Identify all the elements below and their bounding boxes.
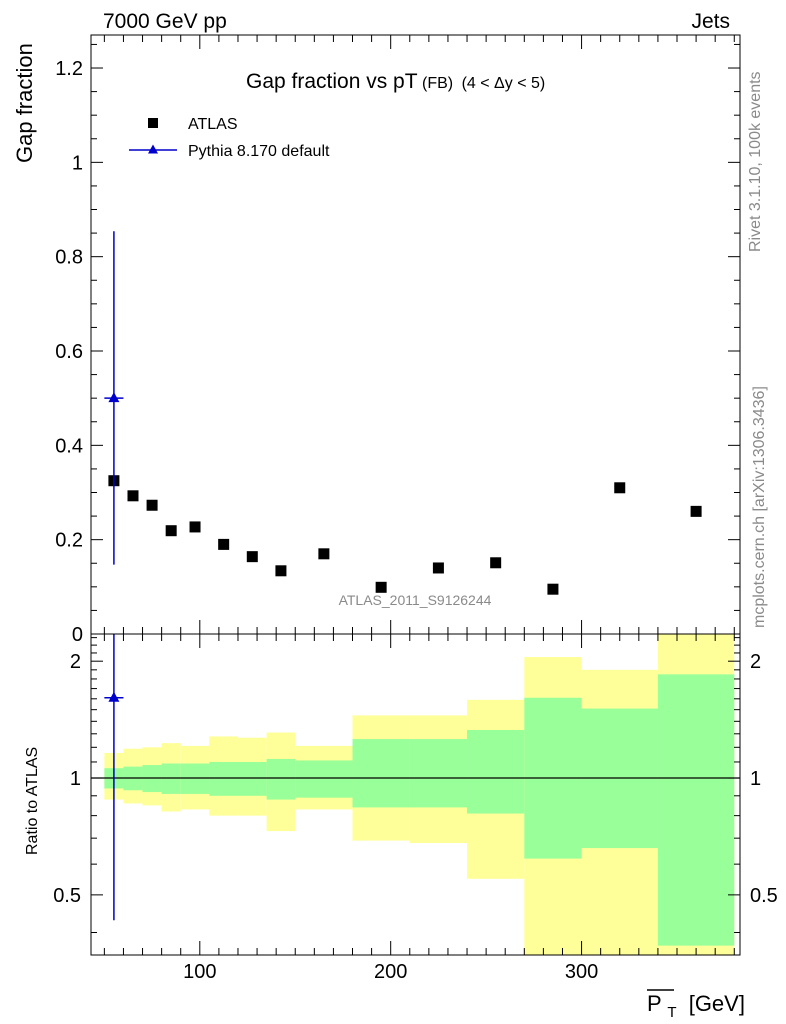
rivet-version-label: Rivet 3.1.10, 100k events — [747, 71, 764, 252]
atlas-data-point — [127, 490, 139, 502]
main-y-tick-label: 0.2 — [55, 530, 83, 552]
stat-uncertainty-band — [657, 674, 735, 946]
x-axis-label-unit: [GeV] — [689, 991, 745, 1016]
atlas-data-point — [375, 581, 387, 593]
main-y-tick-label: 0.6 — [55, 341, 83, 363]
main-y-tick-labels: 0 0.2 0.4 0.6 0.8 1 1.2 — [55, 58, 83, 646]
main-y-tick-label: 1 — [72, 152, 83, 174]
main-y-tick-label: 0.4 — [55, 435, 83, 457]
stat-uncertainty-band — [266, 758, 296, 800]
ratio-panel-frame — [90, 633, 741, 956]
stat-uncertainty-band — [409, 739, 468, 808]
atlas-data-point — [218, 538, 230, 550]
stat-uncertainty-band — [180, 763, 210, 794]
atlas-data-point — [165, 525, 177, 537]
ratio-y-tick-labels: 0.5 0.5 1 1 2 2 — [53, 651, 778, 907]
main-y-tick-label: 0 — [72, 624, 83, 646]
ratio-plot-content — [91, 634, 740, 955]
ratio-y-tick-label-right: 2 — [750, 651, 761, 673]
ratio-y-tick-label-left: 1 — [70, 768, 81, 790]
ratio-pythia-data-point — [108, 691, 120, 702]
legend-pythia-marker — [148, 144, 158, 154]
mcplots-citation-label: mcplots.cern.ch [arXiv:1306.3436] — [751, 386, 768, 628]
x-tick-label: 200 — [374, 961, 407, 983]
analysis-watermark: ATLAS_2011_S9126244 — [339, 592, 492, 608]
x-axis-label-sub: T — [667, 1004, 676, 1021]
ratio-y-tick-label-right: 1 — [750, 768, 761, 790]
main-y-axis-label: Gap fraction — [12, 43, 37, 163]
atlas-data-point — [246, 551, 258, 563]
ratio-y-axis-label: Ratio to ATLAS — [24, 747, 41, 855]
pythia-data-point — [108, 392, 120, 403]
stat-uncertainty-band — [237, 761, 267, 796]
header-energy-label: 7000 GeV pp — [103, 10, 227, 33]
x-tick-label: 300 — [565, 961, 598, 983]
ratio-x-tick-labels: 100 200 300 — [183, 961, 598, 983]
ratio-panel: 0.5 0.5 1 1 2 2 100 200 300 Ratio to ATLAS P T … — [24, 633, 778, 1022]
main-y-tick-label: 0.8 — [55, 247, 83, 269]
atlas-data-point — [614, 482, 626, 494]
ratio-axis-ticks — [91, 634, 740, 955]
stat-uncertainty-band — [209, 761, 238, 796]
header-process-label: Jets — [691, 10, 730, 33]
chart-title-suffix: (FB) — [422, 75, 453, 92]
atlas-data-point — [690, 505, 702, 517]
ratio-y-tick-label-right: 0.5 — [750, 885, 778, 907]
legend-atlas-label: ATLAS — [188, 116, 238, 133]
x-axis-label-text: P T [GeV] — [647, 991, 745, 1022]
stat-uncertainty-band — [467, 729, 525, 814]
ratio-y-tick-label-left: 0.5 — [53, 885, 81, 907]
atlas-data-point — [146, 499, 158, 511]
legend: ATLAS Pythia 8.170 default — [129, 116, 330, 160]
chart-title-cut: (4 < Δy < 5) — [462, 75, 546, 92]
chart-title-main: Gap fraction vs pT — [246, 70, 418, 93]
legend-pythia-label: Pythia 8.170 default — [188, 143, 330, 160]
ratio-y-tick-label-left: 2 — [70, 651, 81, 673]
stat-uncertainty-band — [161, 763, 181, 794]
legend-atlas-marker — [148, 118, 158, 128]
chart-title: Gap fraction vs pT (FB) (4 < Δy < 5) — [246, 70, 545, 93]
x-axis-label-main: P — [647, 991, 661, 1016]
stat-uncertainty-band — [352, 739, 410, 808]
atlas-data-point — [189, 521, 201, 533]
main-plot-content — [104, 231, 702, 595]
atlas-data-point — [432, 562, 444, 574]
main-panel: 0 0.2 0.4 0.6 0.8 1 1.2 Gap fraction Gap fract… — [12, 34, 741, 646]
atlas-data-point — [275, 565, 287, 577]
stat-uncertainty-band — [295, 760, 353, 798]
x-tick-label: 100 — [183, 961, 216, 983]
main-y-tick-label: 1.2 — [55, 58, 83, 80]
atlas-data-point — [490, 557, 502, 569]
x-axis-label: P T [GeV] — [647, 989, 745, 1022]
atlas-data-point — [318, 548, 330, 560]
atlas-data-point — [547, 583, 559, 595]
